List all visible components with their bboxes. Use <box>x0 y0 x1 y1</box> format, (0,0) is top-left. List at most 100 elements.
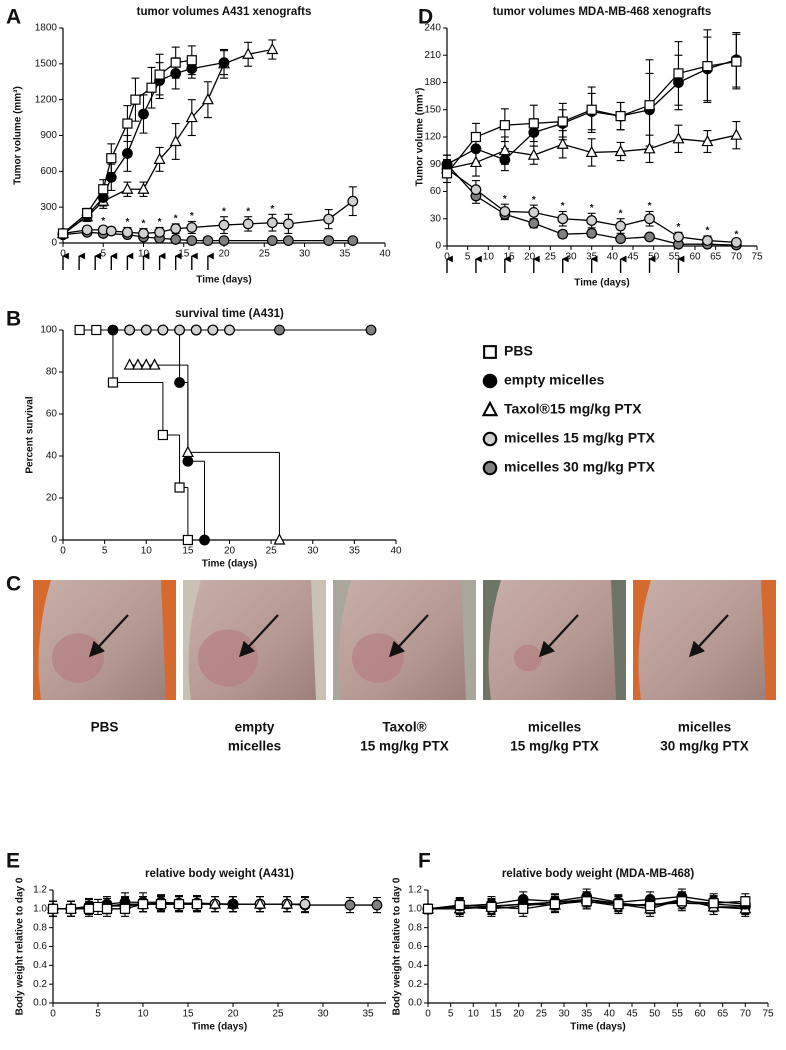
y-tick-label: 300 <box>40 202 57 213</box>
y-tick-label: 1.2 <box>33 885 47 896</box>
marker-triangle <box>556 137 569 149</box>
x-tick-label: 0 <box>50 1009 56 1020</box>
marker-triangle <box>254 897 266 909</box>
marker-circle <box>644 213 655 225</box>
y-tick-label: 900 <box>40 130 57 141</box>
marker-circle <box>517 894 529 905</box>
marker-circle <box>557 228 569 240</box>
marker-triangle <box>273 533 286 545</box>
photo-caption: 30 mg/kg PTX <box>660 739 749 754</box>
marker-circle <box>124 324 136 336</box>
legend-label: micelles 15 mg/kg PTX <box>504 430 656 446</box>
x-tick-label: 10 <box>483 252 495 263</box>
marker-circle <box>673 77 684 88</box>
significance-star: * <box>101 216 105 227</box>
x-tick-label: 25 <box>259 249 271 260</box>
legend-label: Taxol®15 mg/kg PTX <box>504 401 642 417</box>
x-axis-label: Time (days) <box>202 559 257 570</box>
x-tick-label: 25 <box>536 1009 548 1020</box>
x-tick-label: 40 <box>604 1009 616 1020</box>
y-tick-label: 1500 <box>35 58 58 69</box>
marker-circle <box>528 127 540 138</box>
series-line <box>53 901 234 910</box>
y-axis-label: Body weight relative to day 0 <box>392 877 403 1015</box>
marker-triangle <box>585 145 598 158</box>
marker-triangle <box>140 358 153 370</box>
marker-square <box>615 111 626 122</box>
photo-caption: micelles <box>678 720 731 735</box>
x-tick-label: 25 <box>272 1009 284 1020</box>
marker-circle <box>644 231 655 243</box>
y-tick-label: 0.6 <box>408 941 422 952</box>
y-tick-label: 0.4 <box>33 960 47 971</box>
marker-circle <box>499 154 511 166</box>
significance-star: * <box>705 226 709 237</box>
marker-circle <box>557 213 569 225</box>
photo-tumor <box>514 644 542 672</box>
x-tick-label: 30 <box>317 1009 329 1020</box>
marker-triangle <box>266 42 279 55</box>
marker-circle <box>199 534 210 546</box>
marker-square <box>673 68 684 79</box>
y-tick-label: 60 <box>46 409 58 420</box>
photo-caption: PBS <box>91 720 119 735</box>
x-tick-label: 5 <box>95 1009 101 1020</box>
marker-circle <box>174 324 185 336</box>
significance-star: * <box>590 203 594 214</box>
y-tick-label: 0.2 <box>33 979 47 990</box>
marker-square <box>65 903 77 914</box>
y-tick-label: 0.6 <box>33 941 47 952</box>
significance-star: * <box>246 206 250 217</box>
x-tick-label: 25 <box>266 546 278 557</box>
chart-title: survival time (A431) <box>175 308 284 320</box>
marker-square <box>499 120 510 131</box>
marker-triangle <box>730 128 743 140</box>
marker-circle <box>266 217 278 229</box>
marker-square <box>557 116 568 127</box>
marker-square <box>586 104 597 115</box>
marker-triangle <box>643 142 656 154</box>
x-tick-label: 35 <box>581 1009 593 1020</box>
marker-square <box>644 100 655 111</box>
marker-circle <box>470 143 482 155</box>
y-tick-label: 0.2 <box>408 979 422 990</box>
x-tick-label: 20 <box>513 1009 525 1020</box>
marker-circle <box>266 235 278 247</box>
y-axis-label: Body weight relative to day 0 <box>15 877 26 1015</box>
marker-circle <box>224 324 235 336</box>
marker-circle <box>344 899 356 911</box>
marker-square <box>92 901 104 913</box>
y-tick-label: 1.0 <box>33 903 47 914</box>
marker-circle <box>138 228 149 239</box>
marker-circle <box>170 67 182 79</box>
marker-circle <box>499 206 511 217</box>
marker-circle <box>105 225 117 237</box>
photo-caption: micelles <box>228 739 281 754</box>
marker-square <box>47 903 59 914</box>
y-tick-label: 150 <box>424 104 441 115</box>
x-tick-label: 35 <box>362 1009 374 1020</box>
significance-star: * <box>174 214 178 225</box>
y-axis-label: Tumor volume (mm³) <box>415 88 426 187</box>
x-tick-label: 30 <box>558 1009 570 1020</box>
marker-square <box>130 94 141 105</box>
marker-circle <box>673 231 684 243</box>
x-tick-label: 35 <box>339 249 351 260</box>
y-tick-label: 0.8 <box>408 922 422 933</box>
marker-circle <box>283 218 294 230</box>
y-tick-label: 40 <box>46 451 58 462</box>
marker-circle <box>441 158 453 170</box>
marker-circle <box>730 236 742 248</box>
marker-circle <box>371 899 383 911</box>
marker-square <box>528 118 539 129</box>
marker-square <box>82 208 93 219</box>
marker-circle <box>207 324 219 336</box>
marker-circle <box>323 235 335 247</box>
chart-title: tumor volumes MDA-MB-468 xenografts <box>493 6 712 18</box>
marker-square <box>101 903 113 914</box>
y-tick-label: 0 <box>51 238 57 249</box>
marker-circle <box>202 235 214 247</box>
significance-star: * <box>142 218 146 229</box>
marker-square <box>740 896 751 907</box>
panel-letter: F <box>418 850 431 873</box>
